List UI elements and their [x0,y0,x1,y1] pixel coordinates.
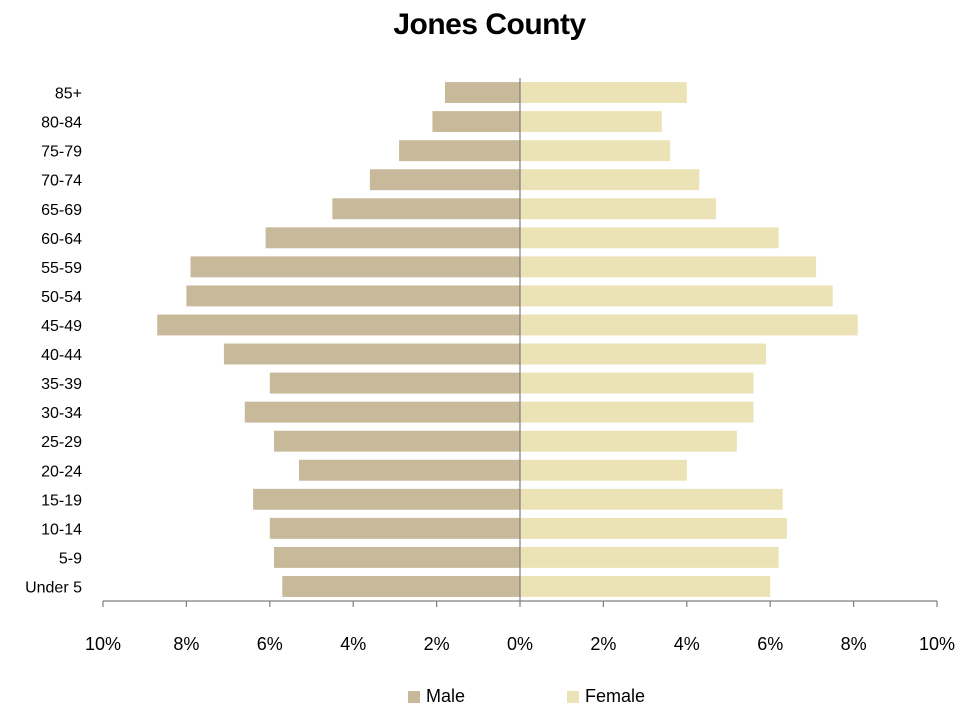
legend: Male Female [0,686,979,710]
bar-female-10-14 [520,517,787,539]
bar-female-85+ [520,82,687,103]
bar-male-60-64 [265,227,520,249]
bar-female-5-9 [520,546,779,568]
category-label: 40-44 [41,347,82,364]
legend-item-male: Male [408,686,465,707]
category-label: 50-54 [41,289,82,306]
category-label: 85+ [55,86,82,103]
bar-male-45-49 [157,314,520,336]
x-tick-label: 0% [507,634,533,654]
category-label: 25-29 [41,434,82,451]
category-label: 55-59 [41,260,82,277]
bar-female-50-54 [520,285,833,307]
bar-male-25-29 [273,430,520,452]
bar-male-85+ [444,82,520,103]
x-tick-label: 8% [173,634,199,654]
legend-swatch-female [567,690,579,703]
bar-male-35-39 [269,372,520,394]
bar-female-25-29 [520,430,737,452]
x-tick-label: 2% [424,634,450,654]
category-label: 65-69 [41,202,82,219]
bar-male-10-14 [269,517,520,539]
bar-male-5-9 [273,546,520,568]
legend-label-female: Female [585,686,646,706]
bar-female-45-49 [520,314,858,336]
category-label: 45-49 [41,318,82,335]
bar-female-75-79 [520,140,671,162]
category-label: 15-19 [41,492,82,509]
bar-female-80-84 [520,111,662,133]
bar-female-15-19 [520,488,783,510]
x-tick-label: 6% [757,634,783,654]
category-label: 75-79 [41,144,82,161]
category-label: 80-84 [41,115,82,132]
chart-title: Jones County [393,8,586,41]
legend-label-male: Male [426,686,466,706]
x-tick-label: 10% [919,634,955,654]
bar-male-55-59 [190,256,520,278]
bar-female-20-24 [520,459,687,481]
x-tick-label: 10% [85,634,121,654]
bar-male-50-54 [186,285,520,307]
x-tick-label: 4% [674,634,700,654]
x-tick-label: 4% [340,634,366,654]
x-tick-label: 2% [590,634,616,654]
bar-female-40-44 [520,343,767,365]
category-label: 30-34 [41,405,82,422]
category-label: Under 5 [25,579,82,596]
category-label: 35-39 [41,376,82,393]
bar-male-Under 5 [282,576,520,597]
category-label: 5-9 [59,550,82,567]
bar-female-60-64 [520,227,779,249]
bar-female-Under 5 [520,576,771,597]
bar-male-40-44 [223,343,520,365]
category-label: 70-74 [41,173,82,190]
legend-item-female: Female [567,686,645,707]
bar-male-70-74 [369,169,520,191]
bar-male-65-69 [332,198,520,220]
bar-male-15-19 [253,488,520,510]
bar-male-30-34 [244,401,520,423]
category-label: 10-14 [41,521,82,538]
bar-female-35-39 [520,372,754,394]
category-label: 60-64 [41,231,82,248]
x-tick-label: 6% [257,634,283,654]
bar-female-65-69 [520,198,716,220]
bar-male-20-24 [298,459,520,481]
bar-male-80-84 [432,111,520,133]
x-tick-label: 8% [841,634,867,654]
bar-female-70-74 [520,169,700,191]
legend-swatch-male [408,690,420,703]
bar-male-75-79 [399,140,520,162]
category-label: 20-24 [41,463,82,480]
bar-female-55-59 [520,256,817,278]
bar-female-30-34 [520,401,754,423]
